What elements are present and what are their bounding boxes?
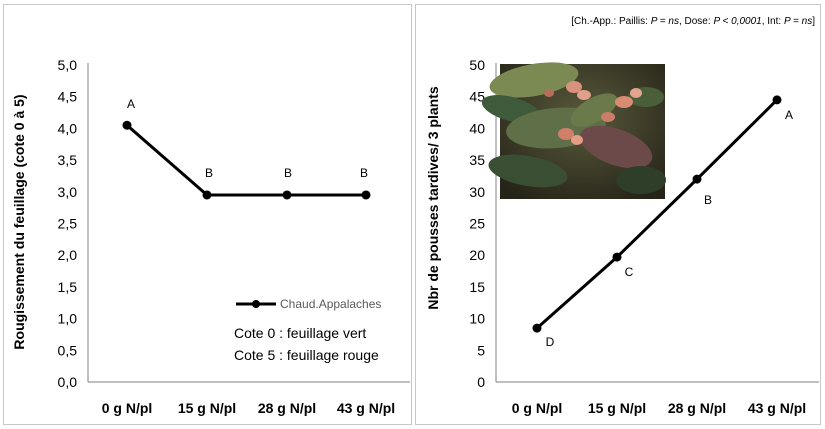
x-tick-label: 43 g N/pl — [337, 400, 395, 416]
y-tick-label: 40 — [469, 120, 485, 136]
series-line — [126, 124, 366, 197]
y-tick-label: 10 — [469, 311, 485, 327]
significance-letter: D — [546, 335, 555, 349]
y-tick-label: 1,5 — [58, 279, 78, 295]
y-tick-label: 0,5 — [58, 342, 78, 358]
y-tick-label: 4,5 — [58, 89, 78, 105]
y-tick-label: 1,0 — [58, 311, 78, 327]
x-tick-label: 28 g N/pl — [258, 400, 316, 416]
stats-suffix: ] — [812, 16, 815, 27]
legend-label: Chaud.Appalaches — [280, 297, 381, 311]
significance-letter: C — [625, 265, 634, 279]
data-point — [122, 120, 132, 130]
y-tick-label: 2,0 — [58, 247, 78, 263]
data-point — [612, 252, 622, 262]
y-tick-label: 3,5 — [58, 152, 78, 168]
significance-letter: B — [284, 166, 292, 180]
chart-late-shoots: [Ch.-App.: Paillis: P = ns, Dose: P < 0,… — [425, 16, 819, 416]
significance-letter: B — [360, 166, 368, 180]
data-point — [361, 190, 371, 200]
data-point — [772, 95, 782, 105]
y-tick-label: 20 — [469, 247, 485, 263]
annotation-cote-5: Cote 5 : feuillage rouge — [234, 347, 379, 363]
significance-letter: A — [785, 108, 793, 122]
y-tick-label: 50 — [469, 57, 485, 73]
y-tick-label: 25 — [469, 216, 485, 232]
data-point — [532, 323, 542, 333]
series-line — [536, 98, 779, 330]
stats-int-sep: , Int: — [762, 16, 784, 27]
stats-prefix: [Ch.-App.: Paillis: — [571, 16, 650, 27]
y-tick-label: 0 — [477, 374, 485, 390]
x-tick-label: 0 g N/pl — [102, 400, 153, 416]
y-tick-label: 30 — [469, 184, 485, 200]
x-tick-label: 0 g N/pl — [512, 400, 563, 416]
y-tick-label: 15 — [469, 279, 485, 295]
stats-dose-sep: , Dose: — [679, 16, 713, 27]
significance-letter: B — [704, 193, 712, 207]
chart-panel-late-shoots: [Ch.-App.: Paillis: P = ns, Dose: P < 0,… — [415, 4, 821, 425]
significance-letter: A — [127, 97, 135, 111]
x-tick-label: 28 g N/pl — [668, 400, 726, 416]
data-point — [202, 190, 212, 200]
annotation-cote-0: Cote 0 : feuillage vert — [234, 325, 366, 341]
chart-foliage-reddening: 0,0 0,5 1,0 1,5 2,0 2,5 3,0 3,5 4,0 4,5 5,0 0 g N/… — [11, 57, 410, 416]
stats-dose: P < 0,0001 — [713, 16, 761, 27]
stats-paillis: P = ns — [651, 16, 679, 27]
y-axis-label: Nbr de pousses tardives/ 3 plants — [425, 86, 441, 310]
y-tick-label: 3,0 — [58, 184, 78, 200]
y-tick-label: 5,0 — [58, 57, 78, 73]
significance-letter: B — [205, 166, 213, 180]
y-tick-label: 4,0 — [58, 120, 78, 136]
y-tick-label: 5 — [477, 342, 485, 358]
y-axis-label: Rougissement du feuillage (cote 0 à 5) — [11, 94, 27, 349]
x-tick-label: 15 g N/pl — [178, 400, 236, 416]
data-point — [692, 174, 702, 184]
y-tick-label: 0,0 — [58, 374, 78, 390]
legend-marker — [252, 300, 260, 308]
data-point — [282, 190, 292, 200]
leaf-photo — [481, 62, 666, 199]
x-tick-label: 43 g N/pl — [748, 400, 806, 416]
chart-panel-foliage-reddening: 0,0 0,5 1,0 1,5 2,0 2,5 3,0 3,5 4,0 4,5 5,0 0 g N/… — [3, 4, 412, 425]
x-tick-label: 15 g N/pl — [588, 400, 646, 416]
y-tick-label: 2,5 — [58, 216, 78, 232]
y-tick-label: 35 — [469, 152, 485, 168]
stats-annotation: [Ch.-App.: Paillis: P = ns, Dose: P < 0,… — [571, 16, 815, 27]
stats-int: P = ns — [784, 16, 812, 27]
y-tick-label: 45 — [469, 89, 485, 105]
legend: Chaud.Appalaches — [236, 297, 381, 311]
